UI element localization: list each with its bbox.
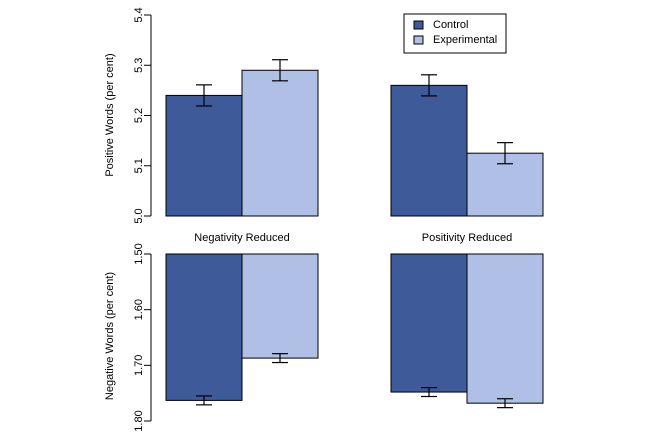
- bar-experimental: [466, 253, 544, 404]
- legend-swatch: [413, 35, 424, 45]
- category-label: Positivity Reduced: [422, 232, 513, 244]
- category-labels: Negativity Reduced Positivity Reduced: [194, 232, 512, 244]
- legend-label: Experimental: [433, 34, 497, 46]
- bar-control: [390, 84, 468, 217]
- bar-control: [165, 94, 243, 217]
- y-tick-label: 5.2: [133, 108, 145, 123]
- panel-negative-words: 1.50 1.60 1.70 1.80 Negative Words (per cent…: [104, 243, 544, 432]
- y-tick-label: 5.4: [133, 7, 145, 22]
- legend-label: Control: [433, 19, 468, 31]
- bar-experimental: [241, 69, 319, 217]
- y-axis-title: Negative Words (per cent): [104, 272, 116, 400]
- y-tick-label: 1.60: [133, 299, 145, 320]
- y-tick-label: 5.1: [133, 158, 145, 173]
- bar-control: [165, 253, 243, 401]
- panel-positive-words: 5.0 5.1 5.2 5.3 5.4 Positive Words (per cent): [104, 7, 544, 224]
- y-tick-label: 5.0: [133, 208, 145, 223]
- y-tick-label: 1.70: [133, 355, 145, 376]
- y-tick-label: 1.50: [133, 243, 145, 264]
- legend: Control Experimental: [403, 13, 507, 54]
- category-label: Negativity Reduced: [194, 232, 289, 244]
- bar-experimental: [241, 253, 319, 359]
- y-axis-title: Positive Words (per cent): [104, 53, 116, 176]
- y-tick-label: 1.80: [133, 410, 145, 431]
- bar-control: [390, 253, 468, 393]
- y-tick-label: 5.3: [133, 58, 145, 73]
- legend-swatch: [413, 20, 424, 30]
